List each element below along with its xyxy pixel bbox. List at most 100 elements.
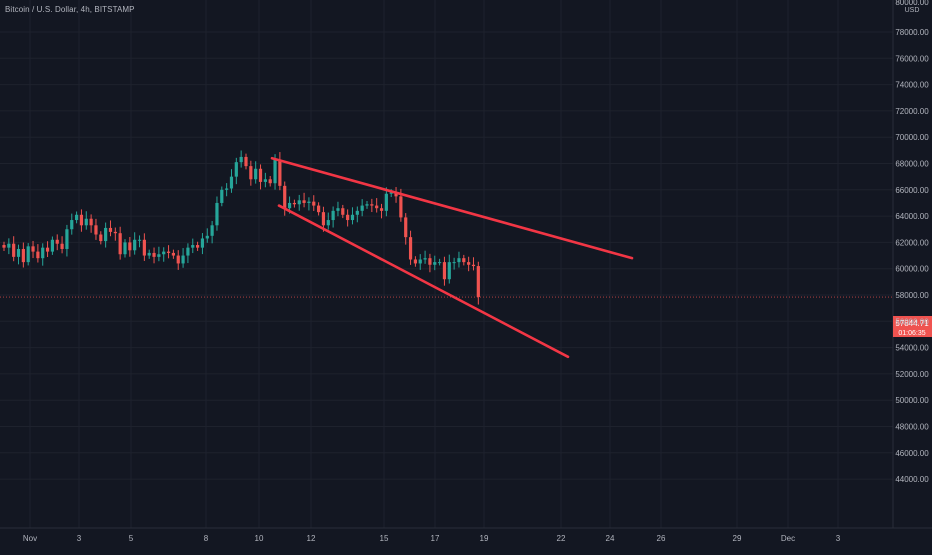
time-tick-label: 3 <box>77 534 82 543</box>
candle-body <box>428 258 432 265</box>
time-axis[interactable]: Nov 3 5 8 10 12 15 17 19 22 24 26 29 Dec 3 <box>0 527 932 543</box>
candle-body <box>128 242 132 251</box>
candle-body <box>205 235 209 239</box>
candle-body <box>21 248 25 263</box>
candle-body <box>467 262 471 265</box>
price-tick-label: 54000.00 <box>895 344 929 353</box>
symbol-title: Bitcoin / U.S. Dollar, 4h, BITSTAMP <box>5 5 135 14</box>
candle-body <box>389 192 393 194</box>
candle-body <box>133 239 137 251</box>
candle-body <box>375 205 379 209</box>
time-tick-label: 12 <box>307 534 316 543</box>
candle-body <box>215 202 219 226</box>
candle-body <box>471 264 476 267</box>
candle-body <box>331 210 335 221</box>
candle-body <box>302 200 306 203</box>
candle-body <box>70 220 74 230</box>
price-tick-label: 58000.00 <box>895 291 929 300</box>
candle-body <box>26 246 30 263</box>
candle-body <box>12 243 16 257</box>
time-tick-label: 17 <box>431 534 440 543</box>
candle-body <box>118 233 122 255</box>
trendline[interactable] <box>270 156 634 260</box>
candle-body <box>278 159 282 186</box>
current-price-label: 57844.71 <box>895 319 929 328</box>
candle-body <box>171 252 175 256</box>
candle-body <box>423 258 427 260</box>
candle-body <box>157 254 161 257</box>
price-tick-label: 60000.00 <box>895 265 929 274</box>
candle-body <box>384 193 388 211</box>
price-tick-label: 48000.00 <box>895 423 929 432</box>
candle-body <box>225 188 229 190</box>
price-tick-label: 52000.00 <box>895 370 929 379</box>
candle-body <box>75 214 79 221</box>
candle-body <box>142 239 146 256</box>
candle-body <box>350 214 355 221</box>
candle-body <box>268 179 272 184</box>
candle-body <box>438 262 442 264</box>
price-tick-label: 46000.00 <box>895 449 929 458</box>
candle-body <box>234 162 238 177</box>
candle-body <box>433 262 437 265</box>
candle-body <box>99 234 103 242</box>
candle-body <box>254 168 258 180</box>
time-tick-label: 19 <box>480 534 489 543</box>
candle-body <box>249 166 253 180</box>
price-tick-label: 72000.00 <box>895 107 929 116</box>
candle-body <box>447 262 451 280</box>
candle-body <box>2 245 6 248</box>
price-axis[interactable]: 80000.00 USD 57844.71 01:06:35 78000.00 7… <box>892 0 932 528</box>
countdown-label: 01:06:35 <box>898 330 925 337</box>
candle-body <box>365 204 369 206</box>
candle-body <box>239 156 243 163</box>
candle-body <box>452 262 456 264</box>
price-tick-label: 76000.00 <box>895 54 929 63</box>
candle-body <box>307 201 311 203</box>
candle-body <box>166 251 171 253</box>
candle-body <box>457 258 461 263</box>
time-tick-label: 26 <box>657 534 666 543</box>
candle-body <box>220 189 224 203</box>
price-tick-label: 44000.00 <box>895 475 929 484</box>
time-tick-label: 3 <box>836 534 841 543</box>
candle-body <box>36 251 40 259</box>
candle-body <box>162 251 166 255</box>
grid-lines <box>0 0 893 528</box>
candle-body <box>196 245 200 248</box>
candle-body <box>200 238 205 248</box>
candle-body <box>341 208 345 215</box>
price-tick-label: 62000.00 <box>895 238 929 247</box>
candle-body <box>336 208 340 211</box>
candle-body <box>210 225 214 236</box>
candle-body <box>297 200 301 205</box>
candle-body <box>137 239 142 241</box>
candle-body <box>273 159 277 184</box>
candle-body <box>312 201 316 206</box>
candle-body <box>476 266 480 298</box>
candlestick-series <box>2 150 480 305</box>
candle-body <box>355 210 359 215</box>
trendline-drawings[interactable] <box>270 156 634 359</box>
candle-body <box>379 208 384 211</box>
price-tick-label: 56000.00 <box>895 317 929 326</box>
price-axis-partial-label: 80000.00 <box>895 0 929 7</box>
price-tick-label: 78000.00 <box>895 28 929 37</box>
candle-body <box>147 252 151 256</box>
time-tick-label: Nov <box>23 534 37 543</box>
candle-body <box>408 237 413 260</box>
candle-body <box>104 227 108 242</box>
time-tick-label: 15 <box>380 534 389 543</box>
candle-body <box>191 245 195 248</box>
candle-body <box>418 259 422 264</box>
price-tick-label: 70000.00 <box>895 133 929 142</box>
candle-body <box>60 243 64 249</box>
trendline[interactable] <box>277 204 570 359</box>
candle-body <box>16 248 21 257</box>
candle-body <box>287 202 292 209</box>
price-tick-label: 68000.00 <box>895 160 929 169</box>
candle-body <box>263 179 267 182</box>
price-tick-label: 64000.00 <box>895 212 929 221</box>
